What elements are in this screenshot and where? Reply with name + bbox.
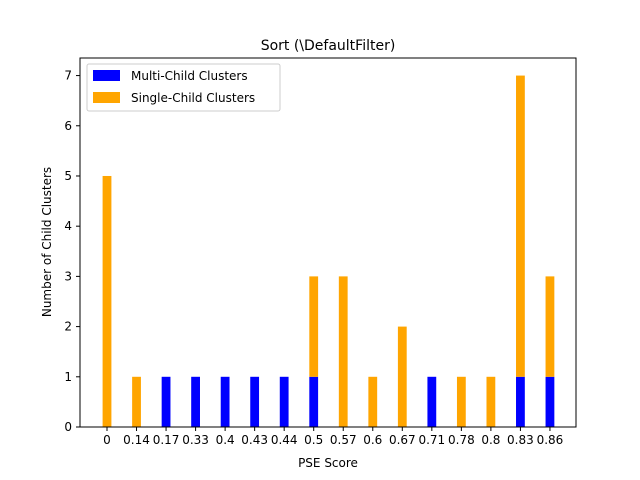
- plot-frame: [79, 57, 577, 428]
- bar-single-0.83: [516, 75, 525, 377]
- x-axis-label: PSE Score: [298, 456, 358, 470]
- legend-box: [86, 63, 281, 112]
- bar-multi-0.4: [220, 376, 230, 427]
- x-tick-label: 0.83: [507, 433, 534, 447]
- x-tick-label: 0.6: [363, 433, 382, 447]
- x-tick-label: 0.17: [153, 433, 180, 447]
- legend-label-multi: Multi-Child Clusters: [131, 69, 248, 83]
- y-axis-label: Number of Child Clusters: [40, 167, 54, 317]
- bar-single-0.5: [309, 276, 319, 377]
- y-tick-label: 6: [64, 119, 72, 133]
- x-tick-label: 0.43: [241, 433, 268, 447]
- bar-multi-0.17: [161, 376, 171, 427]
- legend-label-single: Single-Child Clusters: [131, 91, 255, 105]
- bar-multi-0.43: [250, 376, 260, 427]
- y-tick-label: 2: [64, 320, 72, 334]
- bar-single-0: [102, 175, 112, 427]
- bar-multi-0.5: [309, 376, 319, 427]
- bar-single-0.14: [132, 376, 141, 427]
- chart-title: Sort (\DefaultFilter): [261, 38, 396, 54]
- y-tick-label: 1: [64, 370, 72, 384]
- bar-single-0.57: [338, 276, 348, 427]
- y-tick-label: 5: [64, 169, 72, 183]
- bar-multi-0.86: [545, 376, 555, 427]
- x-tick-label: 0.57: [330, 433, 357, 447]
- x-tick-label: 0.67: [389, 433, 416, 447]
- bar-multi-0.44: [279, 376, 289, 427]
- legend-swatch-multi: [93, 70, 120, 81]
- bar-multi-0.33: [191, 376, 200, 427]
- y-tick-label: 0: [64, 420, 72, 434]
- bar-single-0.86: [545, 276, 555, 377]
- bar-single-0.6: [368, 376, 378, 427]
- y-tick-label: 3: [64, 269, 72, 283]
- x-tick-label: 0.86: [537, 433, 564, 447]
- bar-single-0.8: [486, 376, 496, 427]
- x-tick-label: 0.33: [182, 433, 209, 447]
- x-tick-label: 0: [103, 433, 111, 447]
- bar-single-0.67: [397, 326, 407, 427]
- bar-multi-0.71: [427, 376, 437, 427]
- x-tick-label: 0.4: [216, 433, 235, 447]
- bar-single-0.78: [456, 376, 466, 427]
- legend: Multi-Child Clusters Single-Child Cluste…: [86, 63, 281, 112]
- x-tick-label: 0.8: [481, 433, 500, 447]
- x-tick-label: 0.44: [271, 433, 298, 447]
- y-axis: 0 1 2 3 4 5 6 7: [64, 69, 80, 434]
- legend-swatch-single: [93, 92, 120, 103]
- bar-multi-0.83: [516, 376, 525, 427]
- x-axis: 0 0.14 0.17 0.33 0.4 0.43 0.44 0.5 0.57 0.6 0.67 0.…: [103, 427, 563, 447]
- x-tick-label: 0.14: [123, 433, 150, 447]
- x-tick-label: 0.71: [418, 433, 445, 447]
- bars-layer: [102, 75, 555, 427]
- x-tick-label: 0.78: [448, 433, 475, 447]
- y-tick-label: 7: [64, 69, 72, 83]
- y-tick-label: 4: [64, 219, 72, 233]
- x-tick-label: 0.5: [304, 433, 323, 447]
